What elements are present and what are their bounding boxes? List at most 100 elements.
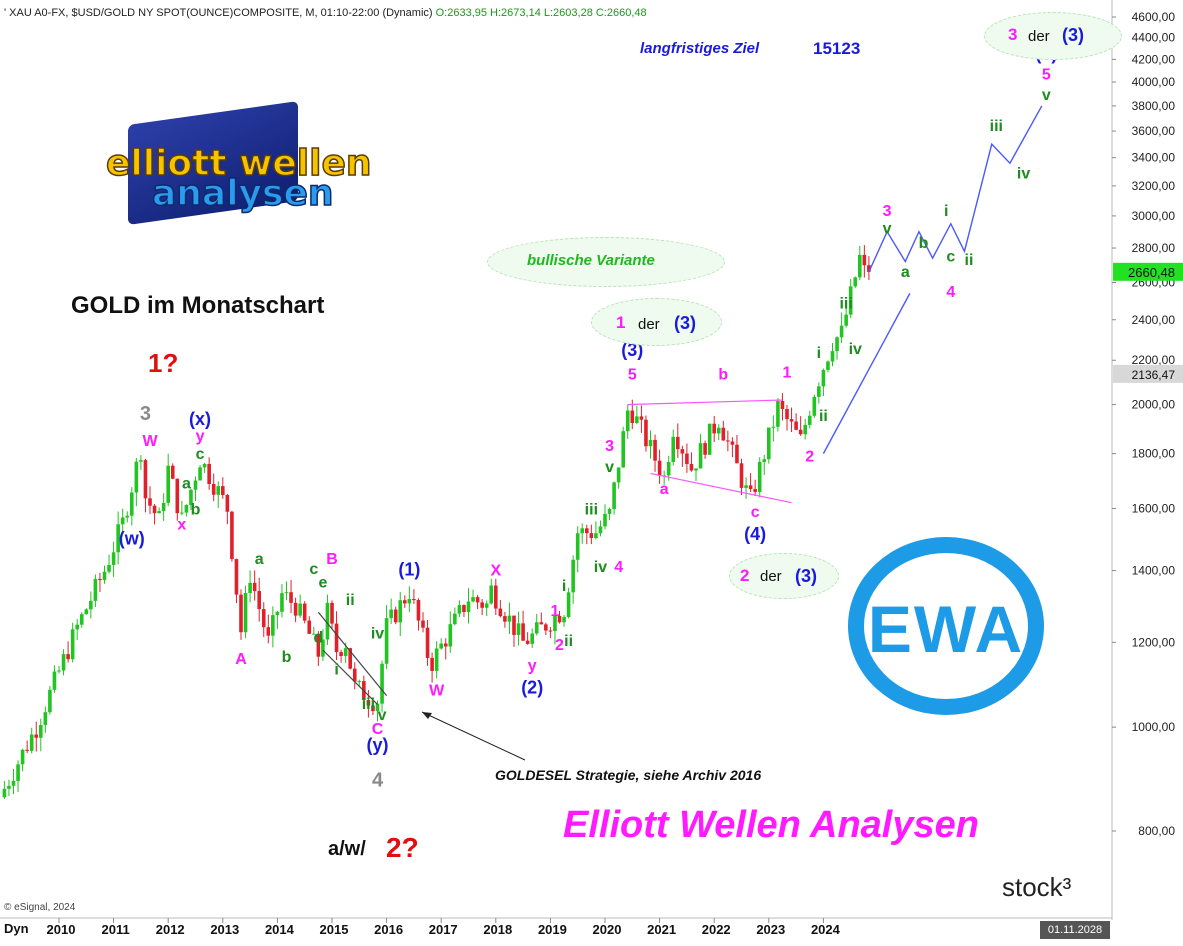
candle <box>61 654 66 671</box>
candle <box>225 495 230 512</box>
candle <box>835 337 839 352</box>
y-tick-label: 2400,00 <box>1132 313 1176 327</box>
wave-label: c <box>309 561 318 578</box>
candle <box>43 712 48 725</box>
candle <box>352 668 357 682</box>
candle <box>562 617 566 623</box>
candle <box>284 592 289 594</box>
candle <box>152 505 157 514</box>
candle <box>676 436 680 450</box>
projection-path <box>868 105 1043 273</box>
wave-label: x <box>177 516 186 533</box>
candle <box>712 423 716 434</box>
wave-label: a <box>255 551 264 568</box>
candle <box>589 533 594 539</box>
candle <box>16 764 20 781</box>
x-tick-label: 2024 <box>811 922 841 937</box>
candle <box>216 486 221 495</box>
wave-label: A <box>235 651 247 668</box>
candle <box>462 605 466 612</box>
candle <box>252 582 257 592</box>
candle <box>494 585 498 609</box>
wave-label: 3 <box>605 438 614 455</box>
y-tick-label: 3400,00 <box>1132 151 1176 165</box>
candle <box>148 498 152 506</box>
candle <box>498 608 503 617</box>
candle <box>585 528 589 534</box>
candle <box>862 254 867 266</box>
y-tick-label: 3200,00 <box>1132 179 1176 193</box>
candle <box>726 440 730 442</box>
y-tick-label: 1400,00 <box>1132 564 1176 578</box>
bubble-1-der: der <box>638 316 660 333</box>
ewa-title: Elliott Wellen Analysen <box>563 804 979 846</box>
wave-label: 4 <box>372 770 384 792</box>
wave-label: e <box>318 575 327 592</box>
y-tick-label: 2800,00 <box>1132 241 1176 255</box>
candle <box>553 615 557 632</box>
candle <box>812 396 817 416</box>
elliott-wellen-logo: elliott wellen analysen <box>100 101 372 225</box>
wave-label: d <box>313 629 323 646</box>
candle <box>189 489 193 506</box>
target-label: langfristiges Ziel <box>640 40 760 57</box>
wave-label: 1 <box>550 603 559 620</box>
candle <box>175 478 180 514</box>
symbol-title: ' XAU A0-FX, $USD/GOLD NY SPOT(OUNCE)COM… <box>4 7 433 19</box>
wave-label: iii <box>839 295 852 312</box>
wave-label: i <box>817 345 821 362</box>
y-tick-label: 3800,00 <box>1132 99 1176 113</box>
wave-label: (1) <box>398 560 420 580</box>
candle <box>730 441 735 445</box>
candle <box>471 597 475 602</box>
candle <box>316 633 321 657</box>
y-tick-label: 2000,00 <box>1132 398 1176 412</box>
candle <box>325 602 330 640</box>
candle <box>716 427 721 434</box>
candle <box>748 485 753 490</box>
candle <box>166 465 170 503</box>
candle <box>403 600 407 604</box>
candle <box>598 526 603 534</box>
candle <box>534 622 539 634</box>
wave-label: y <box>528 657 537 674</box>
candle <box>694 468 698 471</box>
wave-label: i <box>944 203 948 220</box>
candle <box>698 443 703 469</box>
candle <box>448 624 453 647</box>
wave-label: iv <box>594 559 607 576</box>
candle <box>762 459 767 462</box>
candle <box>457 605 462 614</box>
candle <box>421 620 425 628</box>
candle <box>794 421 798 430</box>
candle <box>221 486 225 496</box>
wave-label: b <box>718 367 728 384</box>
candle <box>321 639 325 657</box>
y-tick-label: 1000,00 <box>1132 720 1176 734</box>
trend-line <box>650 472 792 504</box>
candle <box>443 643 448 647</box>
candle <box>484 603 489 608</box>
candle <box>120 517 125 525</box>
wave-label: v <box>605 459 614 476</box>
wave-label: v <box>1042 87 1051 104</box>
x-tick-label: 2010 <box>47 922 76 937</box>
wave-label: 5 <box>1042 67 1051 84</box>
candle <box>821 369 826 387</box>
y-tick-label: 4400,00 <box>1132 31 1176 45</box>
wave-label: b <box>191 501 201 518</box>
bubble-3-num: 3 <box>1008 25 1018 44</box>
candle <box>207 463 211 484</box>
wave-1-question: 1? <box>148 348 179 378</box>
candle <box>271 615 275 636</box>
wave-label: iii <box>362 696 375 713</box>
candle <box>170 465 175 479</box>
wave-label: 5 <box>628 367 637 384</box>
candle <box>575 533 580 560</box>
bubble-1-der-3 <box>591 298 722 346</box>
wave-label: 2 <box>805 448 814 465</box>
candle <box>366 700 371 706</box>
y-tick-label: 4200,00 <box>1132 52 1176 66</box>
candle <box>157 511 161 514</box>
